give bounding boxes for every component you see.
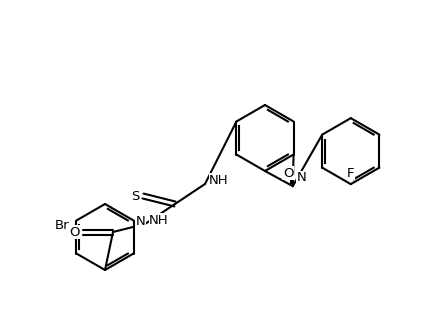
Text: Br: Br — [55, 219, 70, 232]
Text: NH: NH — [209, 174, 229, 187]
Text: N: N — [296, 171, 306, 184]
Text: NH: NH — [149, 214, 169, 227]
Text: S: S — [131, 189, 139, 202]
Text: O: O — [70, 226, 80, 239]
Text: N: N — [136, 215, 146, 228]
Text: F: F — [347, 167, 355, 180]
Text: O: O — [283, 167, 294, 180]
